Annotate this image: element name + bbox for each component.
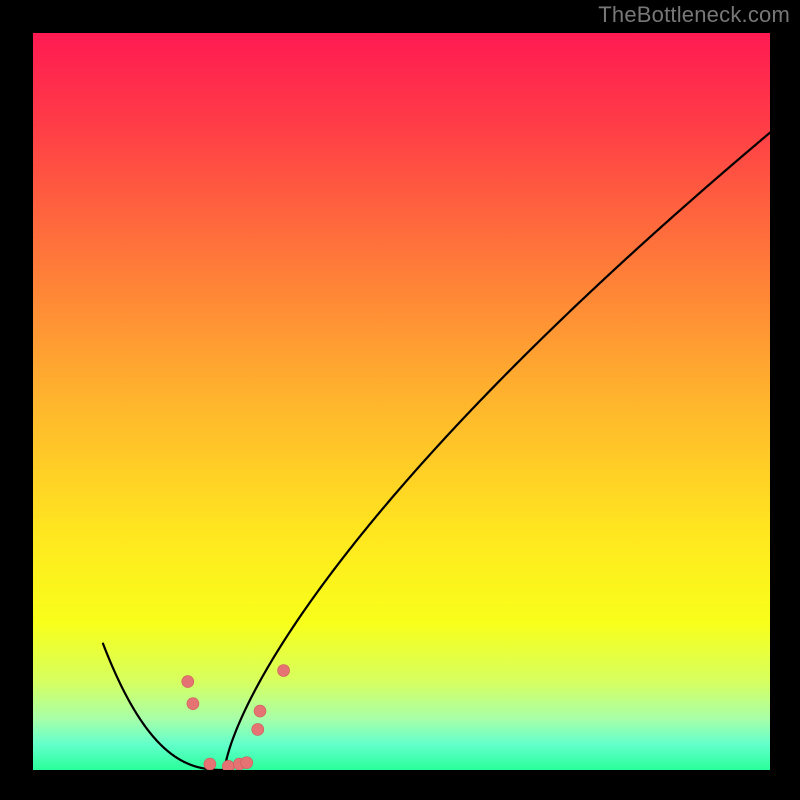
data-marker: [222, 760, 234, 770]
bottleneck-chart-svg: [33, 33, 770, 770]
data-marker: [204, 758, 216, 770]
plot-area: [33, 33, 770, 770]
data-marker: [254, 705, 266, 717]
chart-stage: TheBottleneck.com: [0, 0, 800, 800]
data-marker: [241, 757, 253, 769]
data-marker: [187, 698, 199, 710]
watermark-text: TheBottleneck.com: [598, 2, 790, 28]
data-marker: [182, 676, 194, 688]
data-marker: [252, 723, 264, 735]
data-marker: [278, 665, 290, 677]
gradient-background: [33, 33, 770, 770]
